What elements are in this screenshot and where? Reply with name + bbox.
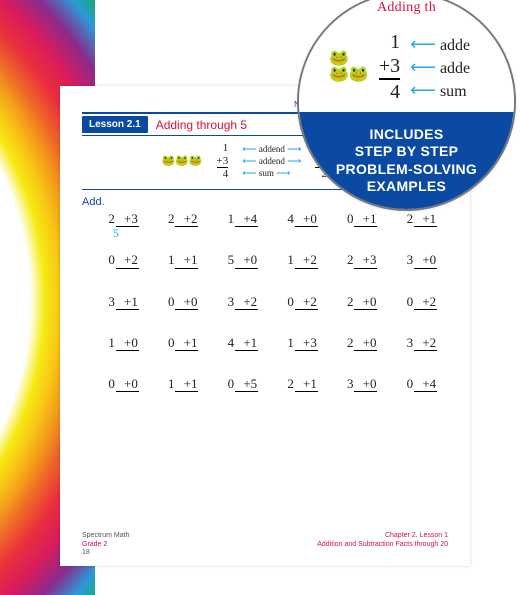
mag-addend: adde	[440, 60, 470, 77]
footer-page-num: 18	[82, 549, 129, 558]
magnifier-title: Adding th	[299, 0, 514, 16]
mag-sum: 4	[379, 80, 400, 104]
problem: 2+3	[325, 253, 385, 280]
example-left-stack: 1 +3 4	[217, 142, 229, 181]
banner-l3: PROBLEM-SOLVING	[336, 161, 477, 179]
arrow-icon: ⟵	[410, 34, 436, 54]
lesson-title: Adding through 5	[156, 118, 247, 132]
problem: 1+0	[86, 336, 146, 363]
problem: 0+4	[384, 377, 444, 404]
footer-series: Spectrum Math	[82, 532, 129, 541]
problem: 1+2	[265, 253, 325, 280]
arrow-icon: ⟶	[276, 168, 290, 179]
problem: 5+0	[205, 253, 265, 280]
magnifier-banner: INCLUDES STEP BY STEP PROBLEM-SOLVING EX…	[299, 112, 514, 209]
ex-left-sum: 4	[217, 168, 229, 181]
problem: 0+0	[86, 377, 146, 404]
problem: 1+4	[205, 212, 265, 239]
arrow-icon: ⟵	[242, 168, 256, 179]
banner-l4: EXAMPLES	[336, 178, 477, 196]
magnifier-circle: Adding th 🐸🐸🐸 1 +3 4 ⟵ adde ⟵ adde ⟵ sum…	[299, 0, 514, 209]
problem: 2+2	[146, 212, 206, 239]
problem: 4+1	[205, 336, 265, 363]
problem: 0+2	[384, 295, 444, 322]
problem: 2+1	[265, 377, 325, 404]
mag-mid: +3	[379, 54, 400, 80]
banner-l2: STEP BY STEP	[336, 143, 477, 161]
mag-stack: 1 +3 4	[379, 30, 400, 104]
mag-top: 1	[379, 30, 400, 54]
ex-left-top: 1	[217, 142, 229, 155]
mag-sum-lbl: sum	[440, 83, 467, 100]
problem: 2+0	[325, 336, 385, 363]
magnifier-top: Adding th 🐸🐸🐸 1 +3 4 ⟵ adde ⟵ adde ⟵ sum	[299, 0, 514, 123]
footer-right: Chapter 2, Lesson 1 Addition and Subtrac…	[317, 532, 448, 558]
problem: 0+2	[86, 253, 146, 280]
banner-l1: INCLUDES	[336, 126, 477, 144]
mag-addend: adde	[440, 37, 470, 54]
problem: 1+1	[146, 377, 206, 404]
problem: 4+0	[265, 212, 325, 239]
problem: 2+1	[384, 212, 444, 239]
problems-grid: 2+352+21+44+00+12+10+21+15+01+22+33+03+1…	[82, 212, 448, 404]
problem: 0+5	[205, 377, 265, 404]
problem: 3+2	[384, 336, 444, 363]
frogs-icon: 🐸🐸🐸	[161, 156, 202, 167]
label-col-left: ⟵ addend ⟶ ⟵ addend ⟶ ⟵ sum ⟶	[242, 144, 301, 179]
arrow-icon: ⟵	[410, 80, 436, 100]
footer-chapter: Chapter 2, Lesson 1	[317, 532, 448, 541]
frogs-icon: 🐸🐸🐸	[329, 51, 369, 83]
problem: 0+1	[325, 212, 385, 239]
footer-left: Spectrum Math Grade 2 18	[82, 532, 129, 558]
problem: 0+1	[146, 336, 206, 363]
sum-label: sum	[259, 168, 274, 178]
arrow-icon: ⟵	[410, 57, 436, 77]
problem: 2+35	[86, 212, 146, 239]
problem: 3+2	[205, 295, 265, 322]
mag-labels: ⟵ adde ⟵ adde ⟵ sum	[410, 34, 470, 101]
problem: 3+0	[325, 377, 385, 404]
problem: 0+2	[265, 295, 325, 322]
problem: 2+0	[325, 295, 385, 322]
problem: 3+0	[384, 253, 444, 280]
ex-left-bottom: +3	[217, 155, 229, 169]
magnifier-callout: Adding th 🐸🐸🐸 1 +3 4 ⟵ adde ⟵ adde ⟵ sum…	[299, 0, 514, 209]
addend-label: addend	[259, 156, 285, 166]
footer-topic: Addition and Subtraction Facts through 2…	[317, 541, 448, 550]
page-footer: Spectrum Math Grade 2 18 Chapter 2, Less…	[82, 532, 448, 558]
problem: 0+0	[146, 295, 206, 322]
problem: 1+3	[265, 336, 325, 363]
lesson-chip: Lesson 2.1	[82, 116, 148, 133]
footer-grade: Grade 2	[82, 541, 129, 550]
problem: 1+1	[146, 253, 206, 280]
arrow-icon: ⟵	[242, 144, 256, 155]
problem: 3+1	[86, 295, 146, 322]
addend-label: addend	[259, 144, 285, 154]
arrow-icon: ⟵	[242, 156, 256, 167]
